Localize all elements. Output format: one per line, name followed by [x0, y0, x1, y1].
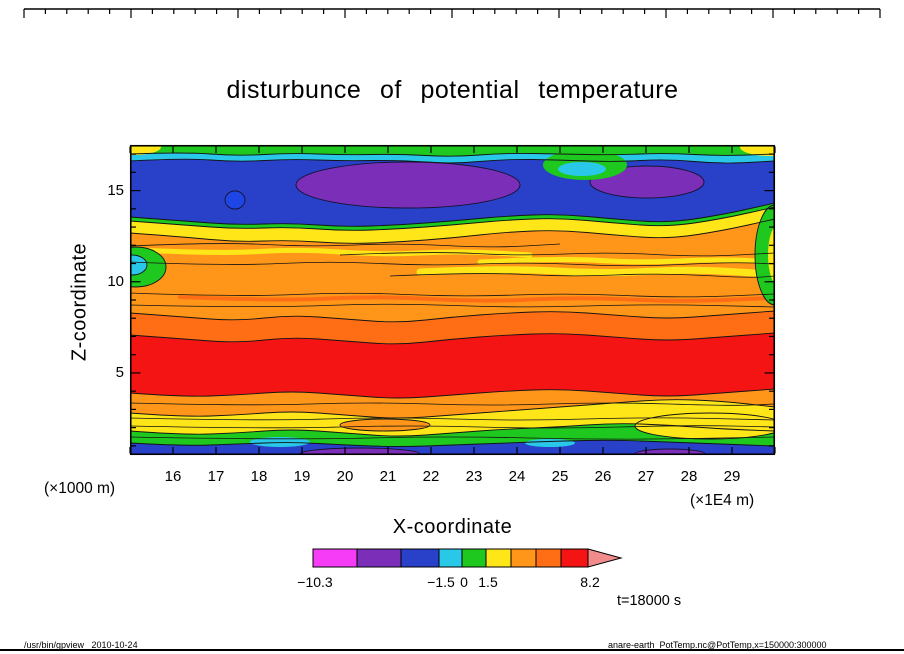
x-tick-label: 26 [594, 468, 612, 485]
x-tick-label: 21 [379, 468, 397, 485]
footer-command-text: /usr/bin/gpview 2010-10-24 [24, 640, 138, 650]
colorbar-label: 1.5 [478, 574, 498, 590]
x-tick-label: 19 [293, 468, 311, 485]
x-axis-unit: (×1E4 m) [690, 492, 755, 509]
y-tick-label: 5 [115, 363, 124, 381]
x-tick-label: 27 [637, 468, 655, 485]
time-annotation: t=18000 s [617, 593, 682, 609]
y-tick-label: 15 [107, 181, 124, 199]
x-axis-label: X-coordinate [392, 516, 513, 538]
x-tick-label: 20 [336, 468, 354, 485]
colorbar-label: 0 [460, 574, 468, 590]
y-tick-label: 10 [107, 272, 124, 290]
x-tick-label: 18 [250, 468, 268, 485]
colorbar-labels: −10.3 −1.5 0 1.5 8.2 [297, 574, 658, 592]
footer-datasource-text: anare-earth_PotTemp.nc@PotTemp,x=150000:… [608, 640, 827, 650]
x-tick-label: 28 [680, 468, 698, 485]
colorbar [311, 547, 656, 573]
x-tick-label: 29 [723, 468, 741, 485]
x-tick-label: 25 [551, 468, 569, 485]
bottom-frame-line [0, 649, 904, 651]
colorbar-label: −10.3 [297, 574, 333, 590]
y-axis-unit: (×1000 m) [44, 480, 116, 497]
contour-plot [129, 144, 776, 456]
x-tick-label: 22 [422, 468, 440, 485]
colorbar-label: 8.2 [580, 574, 600, 590]
colorbar-label: −1.5 [427, 574, 455, 590]
y-axis-label: Z-coordinate [68, 242, 91, 362]
top-ruler [23, 8, 881, 18]
plot-area [129, 144, 776, 456]
x-tick-label: 16 [164, 468, 182, 485]
chart-title: disturbunce of potential temperature [226, 76, 679, 104]
x-tick-label: 23 [465, 468, 483, 485]
x-tick-label: 24 [508, 468, 526, 485]
colorbar-svg [312, 548, 623, 568]
x-tick-label: 17 [207, 468, 225, 485]
